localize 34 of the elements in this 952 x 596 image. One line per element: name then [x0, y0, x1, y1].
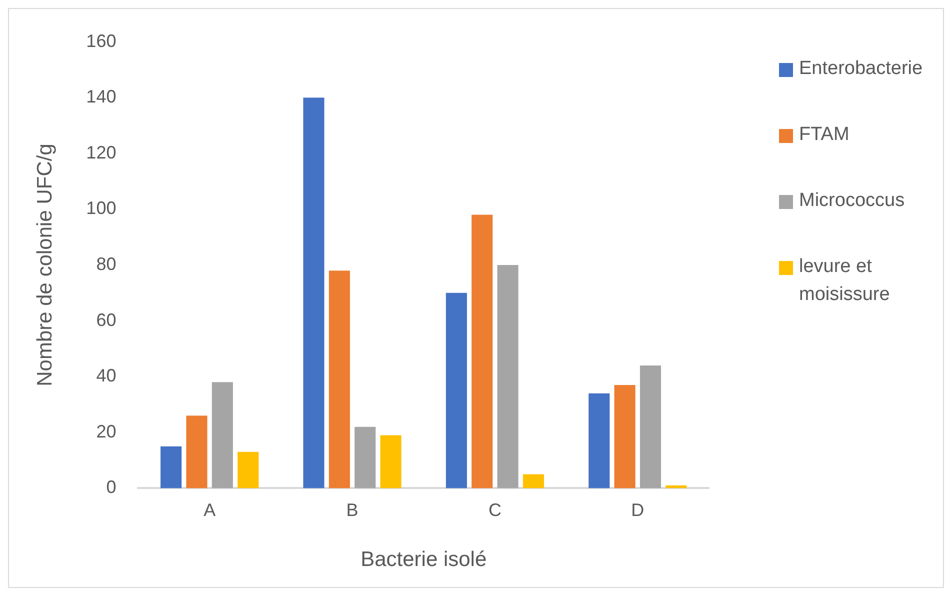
- y-tick-label: 60: [96, 310, 116, 330]
- y-tick-label: 120: [86, 142, 116, 162]
- y-tick-label: 140: [86, 86, 116, 107]
- y-tick-label: 0: [106, 477, 116, 498]
- bar: [328, 270, 350, 488]
- bar: [472, 214, 493, 488]
- legend-label: levure et moisissure: [799, 255, 891, 307]
- bar: [380, 435, 402, 488]
- bar: [522, 474, 544, 488]
- x-axis-title: Bacterie isolé: [360, 548, 487, 572]
- bar: [160, 446, 182, 488]
- x-tick-label: B: [346, 500, 358, 520]
- bar: [614, 384, 636, 488]
- bar: [303, 98, 324, 488]
- y-tick-label: 160: [86, 30, 116, 51]
- bar: [497, 265, 518, 488]
- bar: [186, 416, 208, 488]
- x-tick-label: D: [631, 500, 644, 520]
- legend-label: FTAM: [799, 123, 850, 147]
- y-tick-label: 80: [96, 254, 116, 274]
- bar: [212, 382, 233, 488]
- legend-label: Micrococcus: [799, 189, 906, 213]
- bar: [446, 292, 467, 488]
- x-tick-label: C: [488, 500, 502, 520]
- y-tick-label: 20: [96, 421, 116, 442]
- y-tick-label: 40: [96, 366, 116, 386]
- legend-label: Enterobacterie: [799, 57, 924, 81]
- y-axis-title: Nombre de colonie UFC/g: [33, 144, 56, 386]
- bar: [640, 365, 662, 488]
- bar: [588, 393, 610, 488]
- bar: [354, 426, 376, 488]
- y-tick-label: 100: [86, 198, 116, 218]
- bar: [238, 452, 259, 488]
- x-tick-label: A: [204, 500, 216, 520]
